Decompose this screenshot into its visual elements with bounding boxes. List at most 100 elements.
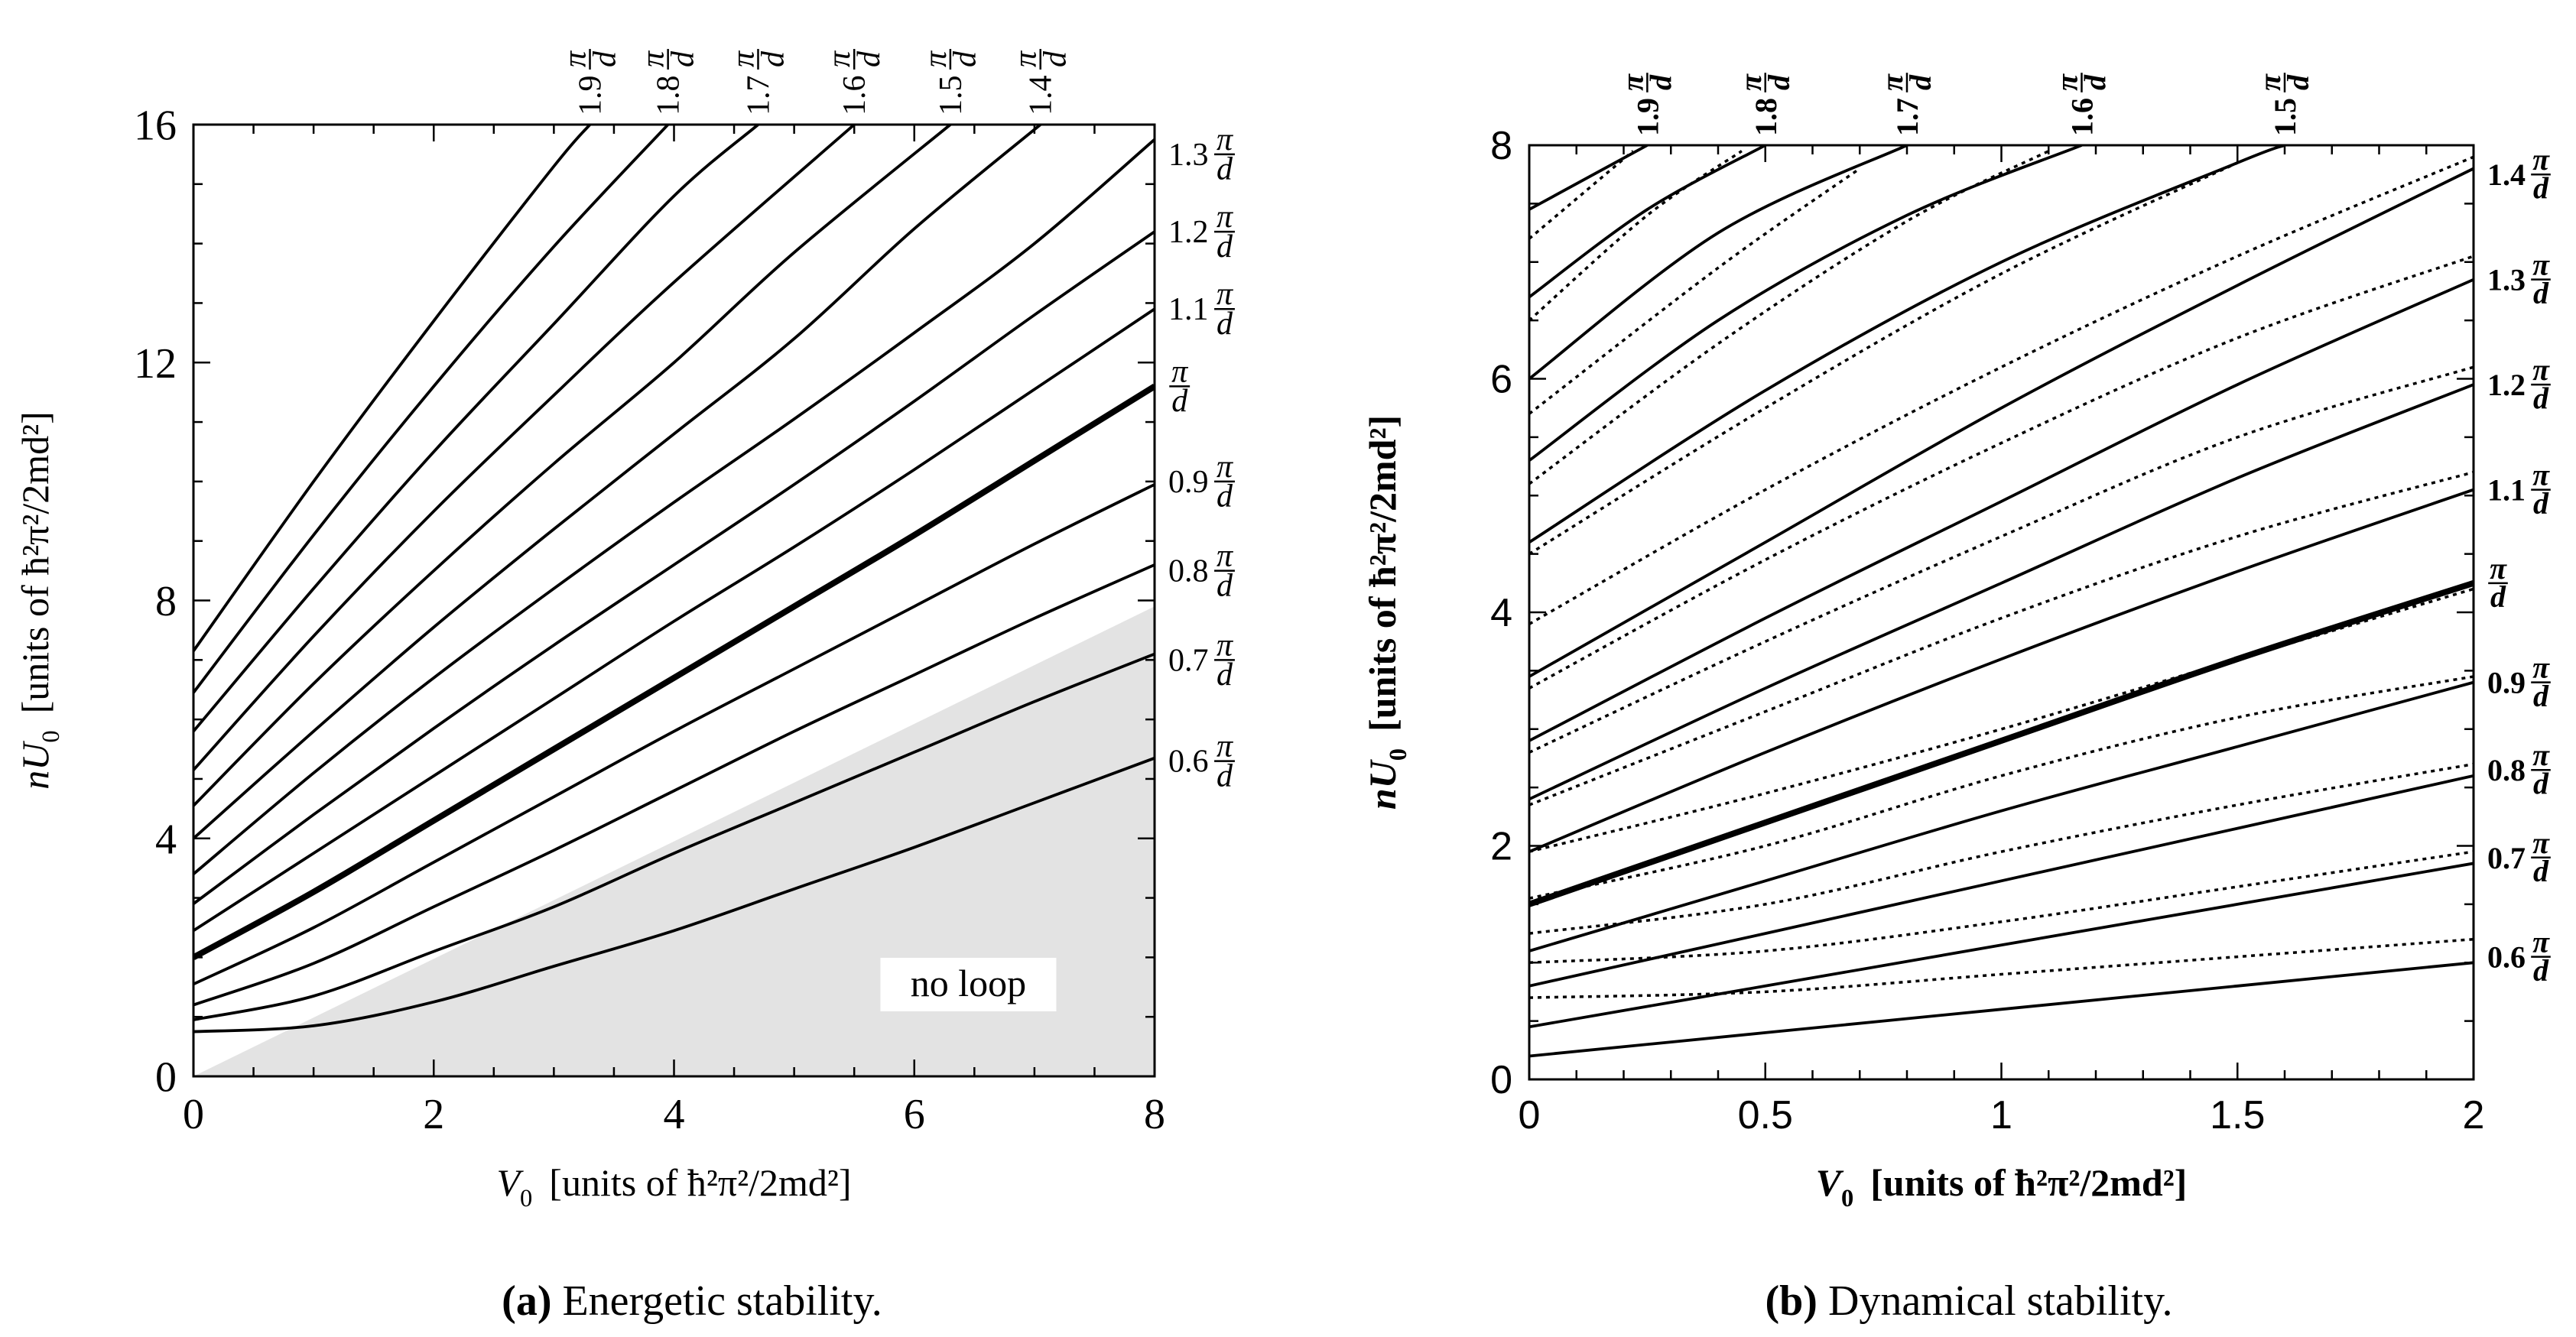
right-label-value: 1.2 (1168, 215, 1209, 250)
fraction-denominator: d (1217, 657, 1233, 693)
fraction-numerator: π (1217, 449, 1233, 485)
right-label-value: 0.6 (2487, 940, 2526, 975)
series-line-q1-4 (1529, 145, 2285, 544)
fraction-numerator: π (1733, 73, 1768, 91)
right-label: 1.3 πd (2487, 248, 2551, 310)
x-axis-label-symbol: V (1816, 1161, 1844, 1204)
x-axis-label-units: [units of ħ²π²/2md²] (1870, 1161, 2187, 1204)
series-line-q1-2 (1529, 277, 2474, 742)
top-label: 1.9 πd (1615, 73, 1678, 136)
series-line-q1-0 (1529, 488, 2474, 853)
right-label-fraction: πd (2531, 651, 2551, 713)
x-tick-label: 1.5 (2210, 1093, 2265, 1137)
right-label-value: 0.6 (1168, 745, 1209, 780)
y-tick-label: 12 (134, 340, 177, 388)
top-label-fraction: πd (1009, 49, 1073, 70)
series-line-q1-6 (193, 125, 856, 771)
series-line-q1-4 (193, 125, 1041, 840)
top-label-fraction: πd (1733, 73, 1796, 92)
x-tick-label: 4 (664, 1091, 685, 1138)
fraction-denominator: d (1171, 384, 1188, 419)
right-label: 0.7 πd (2487, 826, 2551, 888)
fraction-denominator: d (755, 50, 791, 67)
fraction-numerator: π (2253, 73, 2287, 91)
right-label-fraction: πd (2531, 738, 2551, 800)
right-label: 0.6 πd (1168, 729, 1235, 793)
top-label-fraction: πd (636, 49, 700, 70)
top-label: 1.9 πd (558, 49, 622, 115)
series-line-q0-7 (1529, 774, 2474, 988)
fraction-numerator: π (2532, 925, 2550, 959)
right-label: 0.9 πd (2487, 651, 2551, 713)
x-axis-label-units: [units of ħ²π²/2md²] (549, 1161, 851, 1204)
fraction-denominator: d (1038, 50, 1073, 67)
right-label: 1.2 πd (1168, 200, 1235, 264)
top-label-value: 1.6 (2064, 98, 2099, 136)
right-label: 1.1 πd (1168, 277, 1235, 342)
right-label: 1.4 πd (2487, 142, 2551, 205)
fraction-denominator: d (1644, 74, 1678, 90)
series-group (193, 125, 1155, 1034)
fraction-numerator: π (2049, 73, 2084, 91)
right-label: 1.1 πd (2487, 458, 2551, 521)
series-line-q0-5 (1529, 961, 2474, 1058)
fraction-denominator: d (2078, 74, 2113, 90)
right-label-value: 0.8 (2487, 753, 2526, 787)
right-label-value: 1.3 (2487, 263, 2526, 297)
dotted-series-line (1529, 937, 2474, 999)
fraction-denominator: d (2533, 381, 2549, 415)
fraction-denominator: d (2533, 854, 2549, 888)
series-line-q0-8 (193, 563, 1155, 1007)
top-label-value: 1.5 (2268, 98, 2302, 136)
top-label-fraction: πd (822, 49, 887, 70)
right-label-value: 0.9 (1168, 465, 1209, 500)
fraction-denominator: d (2490, 579, 2506, 614)
y-tick-label: 16 (134, 102, 177, 150)
series-line-q1-5 (193, 125, 952, 807)
dotted-series-line (1529, 587, 2474, 853)
dotted-series-line (1529, 167, 1861, 415)
series-line-q1-9 (193, 125, 591, 652)
right-label-fraction: πd (2531, 826, 2551, 888)
fraction-numerator: π (1009, 50, 1044, 67)
right-label-fraction: πd (2531, 248, 2551, 310)
x-tick-label: 0 (183, 1091, 204, 1138)
annotation-bg (880, 957, 1057, 1011)
top-label: 1.4 πd (1009, 49, 1073, 115)
right-label-value: 1.2 (2487, 368, 2526, 402)
right-label-value: 1.1 (1168, 292, 1209, 327)
caption-b: (b) Dynamical stability. (1766, 1277, 2173, 1325)
top-label: 1.5 πd (2253, 73, 2315, 136)
right-label-fraction: πd (2531, 352, 2551, 415)
fraction-denominator: d (1217, 568, 1233, 603)
fraction-denominator: d (1217, 307, 1233, 342)
series-line-q1-3 (1529, 167, 2474, 678)
fraction-numerator: π (1217, 539, 1233, 574)
fraction-denominator: d (1217, 229, 1233, 264)
y-tick-label: 0 (1490, 1058, 1512, 1102)
dotted-series-line (1529, 150, 1634, 240)
top-label-value: 1.6 (837, 76, 872, 116)
fraction-numerator: π (2532, 352, 2550, 387)
fraction-denominator: d (665, 50, 700, 67)
fraction-numerator: π (2532, 142, 2550, 177)
fraction-numerator: π (636, 50, 671, 67)
series-line-q1-1 (193, 307, 1155, 932)
right-label: 1.3 πd (1168, 122, 1235, 187)
fraction-numerator: π (2532, 738, 2550, 772)
top-label: 1.7 πd (726, 49, 791, 115)
right-label-value: 0.9 (2487, 666, 2526, 700)
fraction-denominator: d (2533, 679, 2549, 713)
y-tick-label: 4 (155, 816, 177, 863)
caption-b-label: (b) (1766, 1277, 1817, 1325)
fraction-numerator: π (726, 50, 761, 67)
dotted-series-line (1529, 365, 2474, 754)
y-axis-label-units: [units of ħ²π²/2md²] (1361, 415, 1404, 732)
top-label-value: 1.8 (1749, 98, 1783, 136)
fraction-numerator: π (1217, 729, 1233, 764)
fraction-numerator: π (1875, 73, 1909, 91)
top-label-fraction: πd (2049, 73, 2113, 92)
right-label-value: 0.7 (1168, 643, 1209, 678)
y-tick-label: 2 (1490, 825, 1512, 869)
fraction-denominator: d (1217, 479, 1233, 514)
